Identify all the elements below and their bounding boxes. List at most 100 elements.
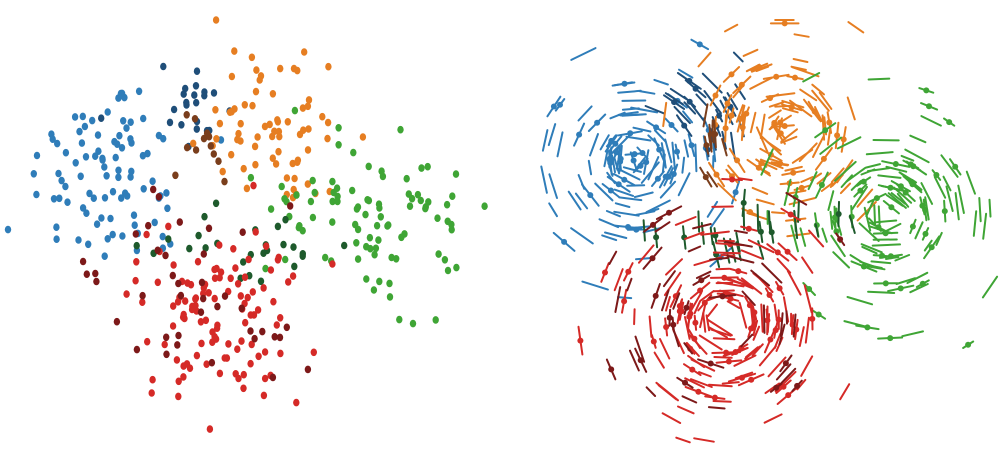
- scatter-point: [254, 306, 262, 314]
- scatter-point: [928, 244, 935, 251]
- flow-segment: [625, 135, 652, 142]
- scatter-point: [284, 118, 291, 126]
- flow-segment: [760, 148, 774, 176]
- scatter-point: [665, 173, 672, 180]
- scatter-point: [166, 118, 174, 127]
- flow-segment: [683, 342, 694, 355]
- scatter-point: [83, 270, 91, 279]
- scatter-point: [179, 313, 187, 322]
- flow-segment: [606, 158, 614, 177]
- scatter-point: [194, 257, 202, 266]
- scatter-point: [193, 351, 201, 360]
- flow-segment: [972, 210, 978, 237]
- scatter-point: [273, 321, 280, 329]
- scatter-point: [777, 130, 784, 137]
- flow-segment: [613, 268, 624, 292]
- scatter-point: [133, 258, 140, 266]
- flow-segment: [678, 68, 694, 79]
- scatter-point: [155, 193, 163, 201]
- scatter-point: [77, 172, 84, 181]
- scatter-point: [205, 289, 212, 297]
- flow-segment: [626, 277, 633, 292]
- scatter-point: [432, 316, 439, 324]
- scatter-point: [234, 280, 242, 288]
- scatter-point: [329, 260, 336, 268]
- flow-segment: [803, 98, 821, 121]
- scatter-point: [237, 137, 244, 145]
- scatter-point: [294, 66, 301, 75]
- scatter-point: [299, 104, 307, 112]
- scatter-point: [278, 182, 285, 191]
- scatter-point: [197, 308, 205, 317]
- scatter-point: [375, 236, 382, 244]
- scatter-point: [239, 228, 246, 236]
- scatter-point: [115, 173, 122, 182]
- flow-segment: [829, 210, 834, 230]
- flow-segment: [726, 254, 755, 264]
- flow-segment: [556, 131, 564, 158]
- scatter-point: [140, 185, 147, 193]
- flow-segment: [634, 335, 646, 363]
- scatter-point: [422, 204, 429, 213]
- scatter-point: [274, 116, 281, 124]
- flow-segment: [867, 290, 896, 294]
- flow-segment: [896, 192, 910, 208]
- flow-segment: [954, 192, 960, 221]
- scatter-point: [271, 333, 278, 341]
- scatter-point: [112, 153, 119, 162]
- scatter-point: [260, 249, 267, 257]
- flow-segment: [755, 198, 775, 206]
- scatter-point: [364, 196, 371, 204]
- scatter-point: [253, 66, 260, 74]
- scatter-point: [72, 159, 79, 167]
- flow-segment: [599, 134, 610, 151]
- scatter-point: [290, 243, 297, 251]
- flow-segment: [893, 186, 913, 204]
- flow-segment: [945, 185, 954, 212]
- scatter-point: [94, 131, 102, 139]
- scatter-point: [335, 124, 342, 132]
- scatter-point: [160, 62, 167, 71]
- scatter-point: [403, 174, 410, 183]
- scatter-point: [727, 295, 734, 302]
- scatter-point: [86, 189, 93, 198]
- scatter-point: [291, 174, 298, 183]
- scatter-point: [274, 255, 282, 264]
- scatter-point: [251, 142, 259, 151]
- flow-segment: [661, 289, 670, 312]
- scatter-point: [305, 125, 312, 133]
- flow-segment: [747, 239, 775, 254]
- flow-segment: [733, 354, 757, 367]
- flow-segment: [793, 33, 810, 38]
- scatter-point: [788, 104, 795, 111]
- scatter-point: [353, 239, 360, 247]
- scatter-point: [228, 107, 235, 116]
- scatter-point: [200, 250, 207, 258]
- scatter-point: [815, 311, 822, 318]
- scatter-point: [910, 179, 917, 186]
- scatter-point: [341, 241, 348, 250]
- flow-segment: [673, 105, 691, 125]
- scatter-point: [577, 337, 584, 344]
- flow-segment: [672, 292, 681, 310]
- scatter-point: [837, 236, 844, 243]
- scatter-point: [729, 176, 736, 183]
- flow-segment: [785, 192, 808, 206]
- flow-segment: [740, 249, 763, 260]
- scatter-point: [103, 172, 110, 180]
- flow-segment: [609, 134, 631, 156]
- scatter-point: [198, 339, 205, 348]
- scatter-point: [118, 194, 125, 202]
- flow-segment: [877, 174, 902, 179]
- flow-segment: [839, 383, 851, 401]
- scatter-point: [62, 148, 70, 157]
- flow-segment: [547, 123, 557, 147]
- flow-segment: [726, 92, 739, 111]
- scatter-point: [734, 157, 741, 164]
- flow-segment: [626, 184, 646, 187]
- flow-segment: [752, 319, 759, 337]
- scatter-point: [713, 171, 720, 178]
- scatter-point: [425, 198, 432, 206]
- scatter-point: [175, 279, 182, 288]
- flow-segment: [644, 105, 666, 115]
